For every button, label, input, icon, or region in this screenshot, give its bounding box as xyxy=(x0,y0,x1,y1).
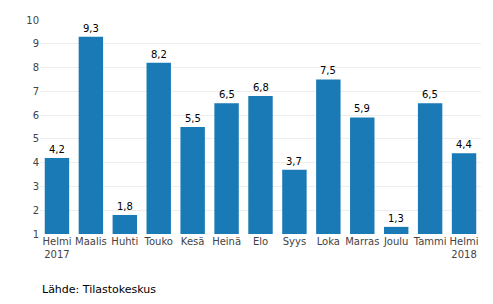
svg-text:6,8: 6,8 xyxy=(253,82,269,93)
svg-text:4,2: 4,2 xyxy=(49,144,65,155)
svg-text:9: 9 xyxy=(33,38,39,49)
svg-text:Huhti: Huhti xyxy=(111,236,138,247)
svg-text:6: 6 xyxy=(33,110,39,121)
svg-text:Helmi2018: Helmi2018 xyxy=(450,236,479,260)
svg-text:Maalis: Maalis xyxy=(75,236,107,247)
svg-text:7,5: 7,5 xyxy=(320,65,336,76)
svg-text:7: 7 xyxy=(33,86,39,97)
svg-text:Kesä: Kesä xyxy=(181,236,205,247)
svg-text:Helmi2017: Helmi2017 xyxy=(42,236,71,260)
svg-text:6,5: 6,5 xyxy=(219,89,235,100)
svg-text:Elo: Elo xyxy=(253,236,268,247)
svg-text:Joulu: Joulu xyxy=(383,236,409,247)
svg-text:6,5: 6,5 xyxy=(422,89,438,100)
svg-text:4,4: 4,4 xyxy=(456,139,472,150)
svg-text:Loka: Loka xyxy=(317,236,340,247)
svg-text:Touko: Touko xyxy=(144,236,173,247)
svg-text:3,7: 3,7 xyxy=(286,156,302,167)
svg-text:2: 2 xyxy=(33,205,39,216)
svg-text:8,2: 8,2 xyxy=(151,49,167,60)
svg-text:Lähde: Tilastokeskus: Lähde: Tilastokeskus xyxy=(42,283,156,296)
svg-text:5,5: 5,5 xyxy=(185,113,201,124)
svg-text:5: 5 xyxy=(33,133,39,144)
svg-text:5,9: 5,9 xyxy=(354,103,370,114)
svg-text:Heinä: Heinä xyxy=(212,236,241,247)
svg-text:1: 1 xyxy=(33,229,39,240)
svg-text:1,8: 1,8 xyxy=(117,201,133,212)
svg-text:3: 3 xyxy=(33,181,39,192)
svg-text:9,3: 9,3 xyxy=(83,23,99,34)
svg-text:Tammi: Tammi xyxy=(413,236,447,247)
svg-text:4: 4 xyxy=(33,157,39,168)
svg-text:8: 8 xyxy=(33,62,39,73)
svg-text:Syys: Syys xyxy=(283,236,306,247)
svg-text:Marras: Marras xyxy=(345,236,379,247)
svg-text:10: 10 xyxy=(26,15,39,26)
svg-text:1,3: 1,3 xyxy=(388,213,404,224)
